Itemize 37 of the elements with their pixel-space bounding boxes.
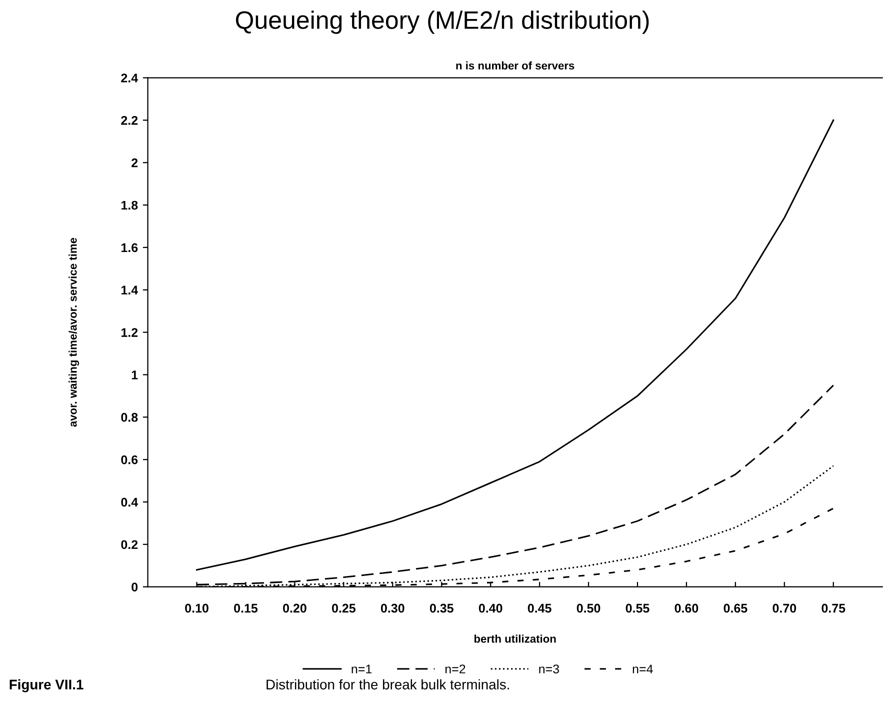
x-tick-label: 0.20	[283, 604, 306, 613]
x-tick-label: 0.50	[576, 604, 600, 613]
y-tick-label: 2.4	[121, 74, 138, 82]
x-tick-label: 0.30	[380, 604, 404, 613]
chart-subtitle: n is number of servers	[456, 61, 574, 70]
x-axis-title: berth utilization	[474, 634, 556, 643]
x-tick-label: 0.10	[185, 604, 208, 613]
x-tick-label: 0.40	[478, 604, 502, 613]
chart-title: Queueing theory (M/E2/n distribution)	[236, 10, 649, 34]
y-tick-label: 1.6	[121, 243, 138, 252]
y-tick-label: 2.2	[121, 116, 138, 125]
y-tick-label: 0.2	[121, 540, 138, 550]
x-tick-label: 0.55	[626, 604, 650, 613]
legend-label: n=3	[539, 664, 559, 674]
legend-label: n=4	[632, 664, 653, 674]
x-tick-label: 0.35	[430, 604, 454, 613]
y-tick-label: 0.4	[121, 498, 138, 507]
x-tick-label: 0.45	[528, 604, 552, 613]
x-tick-label: 0.65	[724, 604, 748, 613]
y-tick-label: 1.4	[121, 286, 138, 294]
x-tick-label: 0.70	[772, 604, 796, 613]
text: Distribution for the break bulk terminals.	[266, 679, 509, 690]
x-tick-label: 0.15	[234, 604, 258, 613]
text: Figure VII.1	[10, 679, 84, 692]
y-tick-label: 1	[132, 370, 138, 380]
y-tick-label: 0.8	[121, 412, 138, 422]
legend-label: n=2	[445, 664, 466, 674]
y-tick-label: 0.6	[121, 455, 138, 464]
y-tick-label: 1.8	[121, 200, 138, 210]
x-tick-label: 0.75	[822, 604, 846, 613]
y-axis-title: avor. waiting time/avor. service time	[68, 238, 80, 427]
x-tick-label: 0.25	[332, 604, 356, 613]
y-tick-label: 1.2	[121, 328, 138, 337]
legend-label: n=1	[352, 664, 372, 674]
x-tick-label: 0.60	[674, 604, 698, 613]
y-tick-label: 0	[132, 582, 138, 592]
y-tick-label: 2	[132, 158, 138, 168]
